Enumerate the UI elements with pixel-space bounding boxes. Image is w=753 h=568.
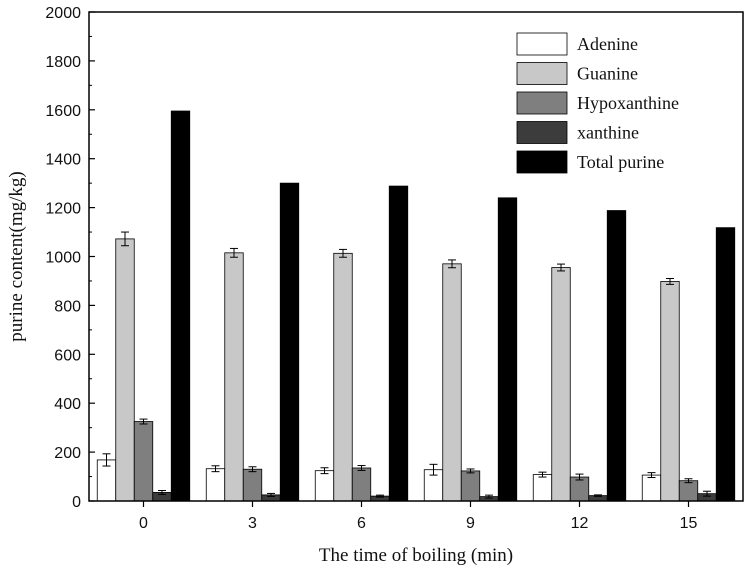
bar-hypoxanthine: [242, 468, 263, 502]
legend: Adenine Guanine Hypoxanthine xanthine Total …: [516, 32, 679, 174]
x-axis: 0 3 6 9 12 15: [139, 501, 698, 532]
x-tick-label: 0: [139, 515, 148, 532]
bar-adenine: [641, 474, 662, 502]
error-bars-layer: [102, 231, 711, 499]
legend-swatch-hypoxanthine: [516, 91, 568, 115]
y-tick-label: 1200: [45, 201, 81, 218]
bar-guanine: [115, 238, 135, 502]
y-tick-label: 0: [72, 494, 81, 511]
bar-total-purine: [279, 182, 300, 502]
bar-hypoxanthine: [133, 421, 154, 502]
bar-total-purine: [388, 185, 409, 502]
legend-label: xanthine: [577, 123, 639, 143]
legend-label: Adenine: [577, 34, 638, 54]
legend-label: Guanine: [577, 64, 638, 84]
y-tick-label: 1400: [45, 152, 81, 169]
bar-total-purine: [170, 110, 191, 502]
bars-layer: [96, 110, 736, 502]
legend-label: Hypoxanthine: [577, 93, 679, 113]
y-tick-label: 2000: [45, 5, 81, 22]
y-tick-label: 200: [54, 445, 81, 462]
bar-hypoxanthine: [569, 476, 590, 502]
bar-guanine: [551, 267, 571, 502]
y-tick-label: 1000: [45, 250, 81, 267]
legend-swatch-total-purine: [516, 150, 568, 174]
legend-label: Total purine: [577, 152, 664, 172]
x-axis-title: The time of boiling (min): [319, 545, 513, 566]
y-axis-title: purine content(mg/kg): [6, 171, 27, 341]
x-tick-label: 12: [571, 515, 589, 532]
y-tick-label: 400: [54, 396, 81, 413]
y-tick-label: 1600: [45, 103, 81, 120]
x-tick-label: 9: [466, 515, 475, 532]
bar-total-purine: [497, 197, 518, 502]
y-axis: 0 200 400 600 800 1000 1200 1400 1600 1800 2000: [45, 5, 95, 511]
bar-guanine: [660, 281, 680, 502]
legend-swatch-xanthine: [516, 121, 568, 144]
bar-total-purine: [715, 227, 736, 502]
x-tick-label: 3: [248, 515, 257, 532]
bar-hypoxanthine: [460, 470, 481, 502]
legend-swatch-guanine: [516, 62, 568, 85]
bar-adenine: [314, 470, 335, 502]
legend-swatch-adenine: [516, 32, 568, 56]
y-tick-label: 600: [54, 347, 81, 364]
bar-hypoxanthine: [678, 480, 699, 502]
y-tick-label: 1800: [45, 54, 81, 71]
bar-guanine: [333, 252, 353, 502]
x-tick-label: 15: [680, 515, 698, 532]
bar-adenine: [532, 474, 553, 502]
y-tick-label: 800: [54, 298, 81, 315]
bar-guanine: [224, 252, 244, 502]
bar-hypoxanthine: [351, 467, 372, 502]
bar-adenine: [205, 468, 226, 502]
x-tick-label: 6: [357, 515, 366, 532]
bar-total-purine: [606, 210, 627, 502]
bar-guanine: [442, 263, 462, 502]
